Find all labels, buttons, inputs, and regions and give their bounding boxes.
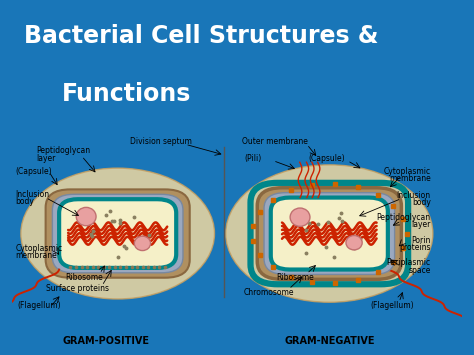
Text: body: body (412, 198, 431, 207)
FancyBboxPatch shape (66, 203, 170, 264)
Text: layer: layer (411, 220, 431, 229)
Text: Peptidoglycan: Peptidoglycan (376, 213, 431, 222)
Text: (Capsule): (Capsule) (16, 167, 52, 176)
FancyBboxPatch shape (264, 193, 394, 274)
Text: space: space (408, 266, 431, 275)
Text: Inclusion: Inclusion (397, 191, 431, 200)
Text: Cytoplasmic: Cytoplasmic (383, 167, 431, 176)
Text: membrane: membrane (16, 251, 57, 260)
Text: proteins: proteins (399, 243, 431, 252)
Text: membrane: membrane (389, 174, 431, 184)
Ellipse shape (134, 236, 151, 251)
Text: Chromosome: Chromosome (243, 288, 294, 297)
Text: (Flagellum): (Flagellum) (371, 301, 414, 310)
Ellipse shape (21, 168, 214, 299)
Text: GRAM-POSITIVE: GRAM-POSITIVE (63, 335, 150, 345)
Text: Porin: Porin (411, 236, 431, 245)
Text: Surface proteins: Surface proteins (46, 284, 109, 293)
Text: body: body (16, 197, 34, 206)
Text: Ribosome: Ribosome (65, 273, 103, 282)
Text: Functions: Functions (62, 82, 191, 106)
FancyBboxPatch shape (278, 202, 381, 264)
FancyBboxPatch shape (46, 189, 190, 278)
Ellipse shape (346, 235, 362, 250)
Text: (Pili): (Pili) (244, 154, 261, 163)
Ellipse shape (226, 165, 433, 302)
Text: Periplasmic: Periplasmic (386, 258, 431, 267)
Text: Outer membrane: Outer membrane (242, 137, 308, 147)
Text: GRAM-NEGATIVE: GRAM-NEGATIVE (284, 335, 374, 345)
FancyBboxPatch shape (59, 199, 176, 268)
FancyBboxPatch shape (257, 188, 401, 279)
Text: Cytoplasmic: Cytoplasmic (16, 244, 63, 253)
Text: Ribosome: Ribosome (277, 273, 314, 282)
Text: Division septum: Division septum (129, 137, 191, 147)
Ellipse shape (290, 208, 310, 226)
FancyBboxPatch shape (271, 198, 388, 269)
Text: layer: layer (36, 154, 56, 163)
FancyBboxPatch shape (53, 194, 183, 273)
Text: Inclusion: Inclusion (16, 190, 50, 199)
Text: Peptidoglycan: Peptidoglycan (36, 146, 91, 155)
Text: Bacterial Cell Structures &: Bacterial Cell Structures & (24, 24, 378, 48)
Text: (Capsule): (Capsule) (309, 154, 346, 163)
Ellipse shape (76, 207, 96, 226)
Text: (Flagellum): (Flagellum) (17, 301, 61, 310)
